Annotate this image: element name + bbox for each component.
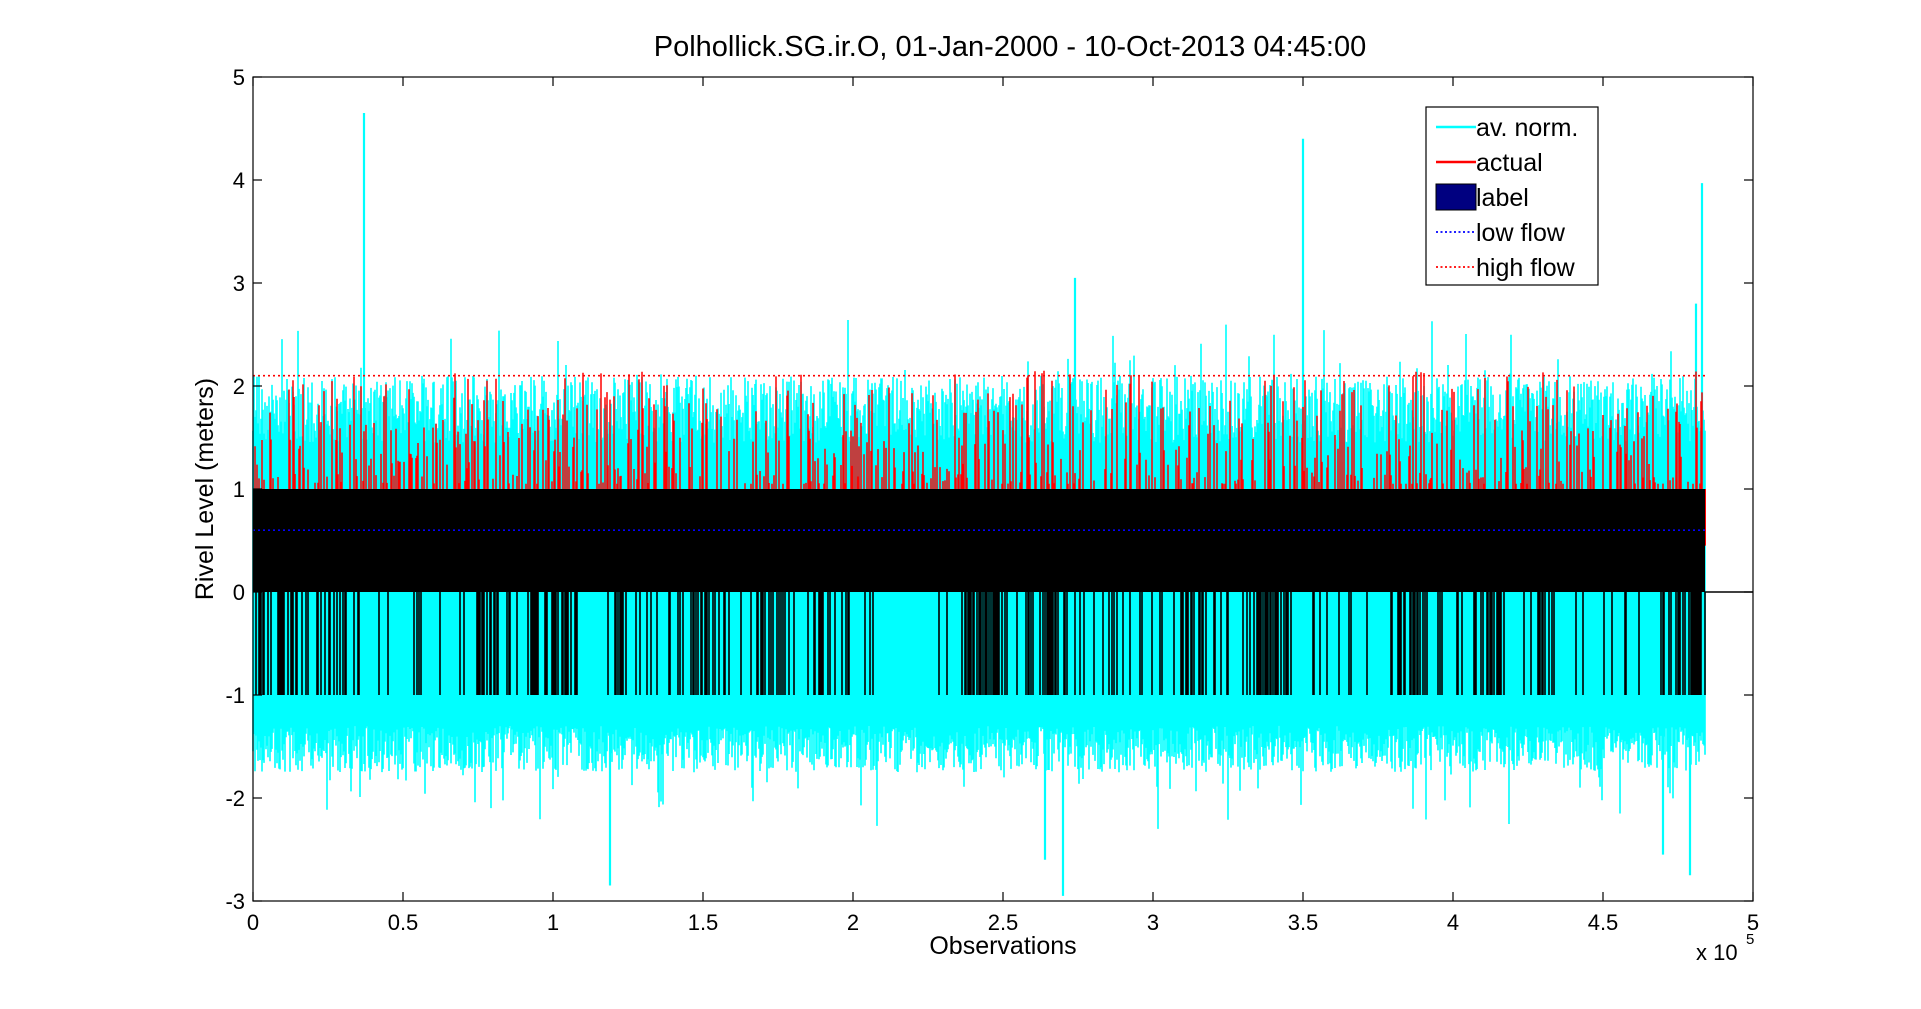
y-tick-label: 4 bbox=[233, 168, 245, 193]
y-tick-label: 5 bbox=[233, 65, 245, 90]
legend-label: low flow bbox=[1476, 219, 1566, 247]
legend-label: actual bbox=[1476, 149, 1543, 177]
legend-label: av. norm. bbox=[1476, 114, 1578, 142]
y-tick-label: 0 bbox=[233, 580, 245, 605]
x-axis-title: Observations bbox=[929, 932, 1076, 960]
x-tick-label: 2 bbox=[847, 910, 859, 935]
series-label-layer bbox=[253, 489, 1706, 695]
x-tick-label: 1 bbox=[547, 910, 559, 935]
series-actual-line bbox=[254, 370, 1703, 489]
x-axis-exponent-label: x 10 bbox=[1696, 940, 1738, 965]
legend-entry: label bbox=[1435, 183, 1529, 212]
y-tick-label: 1 bbox=[233, 477, 245, 502]
y-tick-label: -2 bbox=[225, 786, 245, 811]
x-tick-label: 3 bbox=[1147, 910, 1159, 935]
y-tick-label: 3 bbox=[233, 271, 245, 296]
y-tick-label: 2 bbox=[233, 374, 245, 399]
legend: av. norm. actual label low flow high flow bbox=[1425, 106, 1599, 286]
x-tick-label: 4.5 bbox=[1588, 910, 1619, 935]
legend-entry: high flow bbox=[1436, 254, 1576, 282]
chart-title: Polhollick.SG.ir.O, 01-Jan-2000 - 10-Oct… bbox=[654, 31, 1367, 63]
legend-entry: av. norm. bbox=[1436, 114, 1578, 142]
legend-entries: av. norm. actual label low flow high flow bbox=[1435, 114, 1578, 282]
legend-entry: low flow bbox=[1436, 219, 1566, 247]
y-axis-title: Rivel Level (meters) bbox=[191, 378, 219, 600]
x-tick-label: 5 bbox=[1747, 910, 1759, 935]
x-axis-exponent-power: 5 bbox=[1746, 931, 1754, 948]
x-tick-label: 4 bbox=[1447, 910, 1459, 935]
x-tick-label: 3.5 bbox=[1288, 910, 1319, 935]
y-tick-label: -1 bbox=[225, 683, 245, 708]
x-tick-label: 1.5 bbox=[688, 910, 719, 935]
legend-label: high flow bbox=[1476, 254, 1576, 282]
x-tick-label: 2.5 bbox=[988, 910, 1019, 935]
series-label-negative bbox=[255, 592, 1706, 695]
ticks-layer: 0 0.5 1 1.5 2 2.5 3 3.5 4 4.5 5 -3 -2 -1 0 1 2 3 4 5 bbox=[225, 65, 1759, 935]
threshold-lines-layer bbox=[253, 374, 1705, 532]
x-tick-label: 0.5 bbox=[388, 910, 419, 935]
legend-swatch bbox=[1435, 183, 1477, 211]
series-actual-layer bbox=[254, 370, 1706, 546]
y-tick-label: -3 bbox=[225, 889, 245, 914]
x-tick-label: 0 bbox=[247, 910, 259, 935]
legend-entry: actual bbox=[1436, 149, 1543, 177]
legend-label: label bbox=[1476, 184, 1529, 212]
series-label-band bbox=[253, 489, 1705, 592]
